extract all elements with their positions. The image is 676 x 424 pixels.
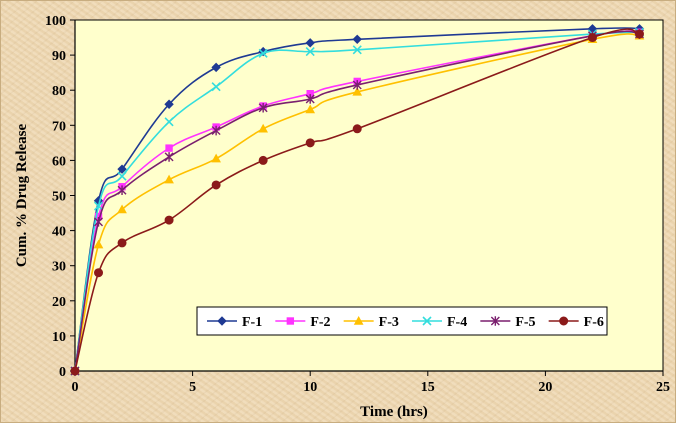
data-point-star [211, 125, 221, 136]
y-axis-label: Cum. % Drug Release [14, 124, 30, 268]
series-line [74, 27, 640, 372]
y-tick-label: 30 [52, 260, 66, 275]
data-point-circle [211, 180, 221, 190]
legend-label: F-3 [379, 315, 399, 330]
data-point-circle [258, 155, 268, 165]
x-tick-label: 25 [656, 380, 670, 395]
data-point-diamond [164, 99, 174, 109]
data-point-circle [352, 124, 362, 134]
series-line [74, 30, 640, 372]
data-point-triangle [305, 104, 316, 114]
data-point-star [94, 217, 104, 227]
x-tick-label: 0 [72, 380, 79, 395]
series-f-6 [70, 28, 644, 376]
legend: F-1 F-2 F-3 F-4 F-5 F-6 [196, 306, 608, 336]
data-point-diamond [352, 34, 362, 45]
data-point-star [352, 80, 362, 90]
data-point-star [164, 152, 174, 162]
y-tick-label: 80 [52, 84, 66, 99]
y-tick-label: 20 [52, 295, 66, 310]
data-point-x [93, 201, 104, 211]
data-point-circle [587, 33, 597, 43]
data-point-circle [634, 29, 644, 39]
x-tick-label: 5 [189, 380, 196, 395]
y-tick-label: 40 [52, 225, 66, 240]
y-tick-label: 60 [52, 154, 66, 169]
legend-box [196, 306, 608, 336]
data-point-triangle [352, 86, 363, 96]
data-point-x [211, 82, 221, 92]
data-point-circle [559, 316, 569, 326]
data-point-triangle [353, 315, 364, 325]
axes [70, 19, 664, 376]
y-tick-label: 100 [45, 14, 66, 29]
data-point-square [286, 317, 295, 325]
data-point-triangle [258, 123, 269, 133]
data-point-circle [94, 268, 104, 278]
legend-label: F-6 [584, 315, 604, 330]
x-tick-label: 15 [421, 380, 435, 395]
data-point-x [305, 47, 315, 57]
series-line [74, 31, 640, 372]
series-layer [70, 24, 645, 376]
legend-label: F-2 [310, 315, 330, 330]
data-point-circle [305, 138, 315, 148]
data-point-circle [117, 238, 127, 248]
legend-label: F-4 [447, 315, 467, 330]
data-point-x [164, 117, 174, 127]
data-point-diamond [117, 164, 127, 174]
y-tick-label: 0 [59, 365, 66, 380]
legend-item-f-1: F-1 [207, 315, 262, 330]
tick-labels: 0 10 20 30 40 50 60 70 80 90 100 0 5 10 15 20 25 [45, 14, 670, 395]
data-point-x [117, 171, 127, 181]
data-point-triangle [164, 174, 174, 184]
legend-item-f-2: F-2 [275, 315, 331, 330]
data-point-x [422, 316, 432, 326]
data-point-diamond [217, 316, 227, 326]
legend-label: F-1 [242, 315, 262, 330]
data-point-star [258, 102, 268, 113]
x-tick-label: 10 [303, 380, 317, 395]
data-point-x [258, 48, 268, 58]
data-point-triangle [117, 204, 127, 214]
y-tick-label: 70 [52, 119, 66, 134]
series-line [74, 30, 640, 372]
legend-item-f-3: F-3 [343, 315, 399, 330]
y-tick-label: 10 [52, 330, 66, 345]
data-point-star [305, 94, 315, 104]
data-point-star [117, 185, 127, 196]
data-point-diamond [305, 38, 315, 48]
legend-item-f-4: F-4 [412, 315, 467, 330]
data-point-triangle [211, 153, 221, 163]
legend-label: F-5 [515, 315, 535, 330]
legend-item-f-6: F-6 [548, 315, 604, 330]
data-point-diamond [211, 62, 221, 73]
x-axis-label: Time (hrs) [360, 404, 428, 420]
y-tick-label: 50 [52, 190, 66, 205]
legend-item-f-5: F-5 [480, 315, 536, 330]
data-point-circle [70, 366, 80, 376]
y-tick-label: 90 [52, 49, 66, 64]
data-point-triangle [93, 239, 104, 249]
data-point-star [490, 316, 500, 326]
data-point-circle [164, 215, 174, 225]
x-tick-label: 20 [538, 380, 552, 395]
data-point-square [165, 144, 173, 152]
data-point-x [352, 45, 362, 55]
